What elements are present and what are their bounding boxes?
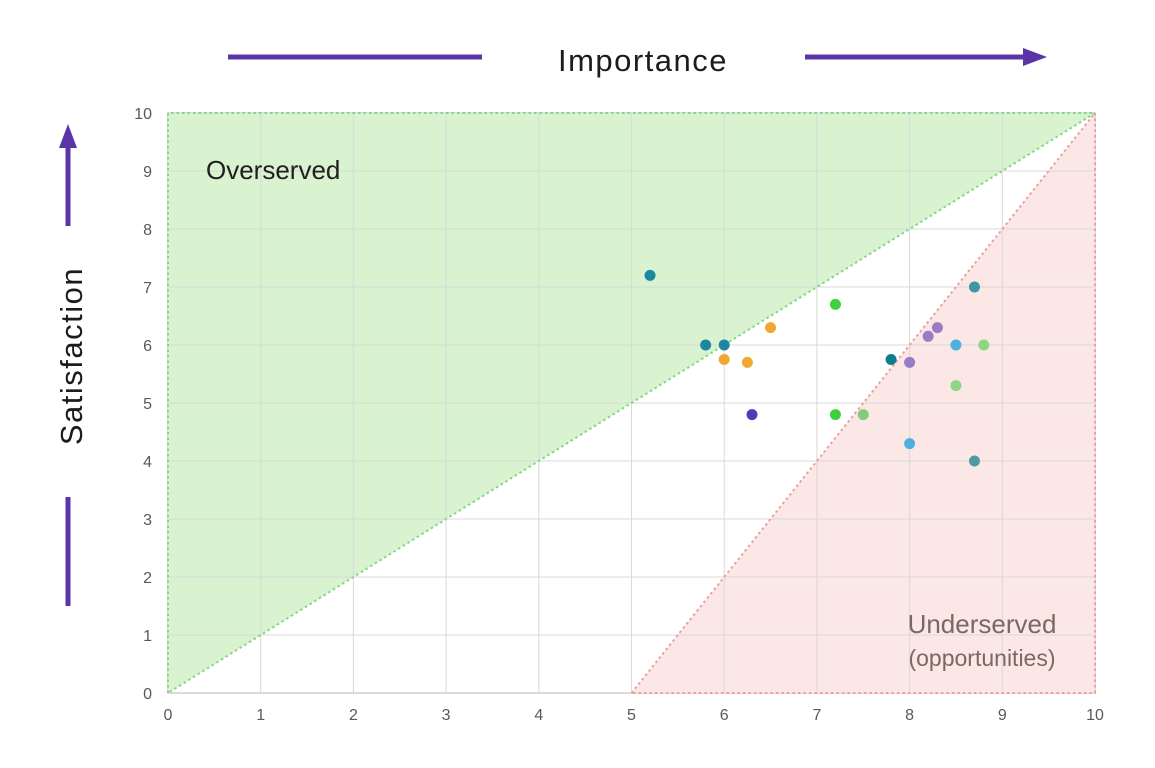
data-point [700,339,712,351]
data-point [904,438,916,450]
importance-header: Importance [228,43,1047,78]
y-tick-label-10: 10 [134,106,152,123]
data-points-layer [644,269,990,467]
x-tick-label-6: 6 [720,707,729,724]
x-tick-label-2: 2 [349,707,358,724]
data-point [885,354,897,365]
data-point [978,339,990,351]
y-tick-label-5: 5 [143,396,152,413]
importance-title: Importance [558,43,728,78]
x-tick-label-4: 4 [534,707,543,724]
data-point [950,339,962,351]
overserved-label: Overserved [206,155,340,185]
data-point [741,356,753,368]
data-point [829,409,841,421]
y-tick-label-6: 6 [143,338,152,355]
x-tick-label-10: 10 [1086,707,1104,724]
y-tick-label-1: 1 [143,628,152,645]
x-tick-label-3: 3 [442,707,451,724]
data-point [950,380,962,392]
data-point [746,409,758,421]
x-tick-label-8: 8 [905,707,914,724]
y-tick-label-0: 0 [143,686,152,703]
data-point [904,356,916,368]
data-point [718,354,730,365]
underserved-sublabel: (opportunities) [908,645,1055,671]
x-tick-label-5: 5 [627,707,636,724]
y-tick-label-2: 2 [143,570,152,587]
data-point [968,281,980,293]
y-tick-label-9: 9 [143,164,152,181]
zone-border-overserved [167,112,1099,695]
x-tick-label-1: 1 [256,707,265,724]
tick-labels-layer: 0 1 2 3 4 5 6 7 8 9 10 0 1 2 3 4 5 6 7 8 9 10 [134,106,1104,724]
y-tick-label-4: 4 [143,454,152,471]
x-tick-label-9: 9 [998,707,1007,724]
y-tick-label-8: 8 [143,222,152,239]
y-tick-label-3: 3 [143,512,152,529]
data-point [644,269,656,281]
data-point [968,455,980,467]
satisfaction-title: Satisfaction [54,267,89,445]
y-tick-label-7: 7 [143,280,152,297]
data-point [857,409,869,421]
satisfaction-up-arrow-icon [59,124,77,148]
data-point [922,330,934,342]
x-tick-label-7: 7 [812,707,821,724]
importance-right-arrow-icon [1023,48,1047,66]
underserved-label: Underserved [908,609,1057,639]
x-tick-label-0: 0 [164,707,173,724]
data-point [765,322,777,334]
data-point [931,322,943,334]
satisfaction-header: Satisfaction [54,124,89,606]
data-point [829,298,841,310]
zone-borders-layer [167,110,1099,695]
data-point [718,339,730,351]
